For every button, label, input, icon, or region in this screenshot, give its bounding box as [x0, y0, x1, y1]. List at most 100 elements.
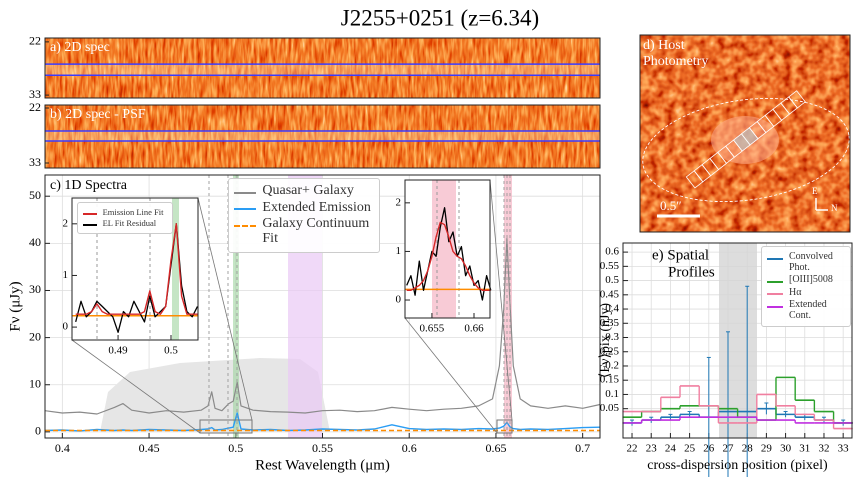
y-tick-label: 22 [29, 34, 41, 48]
y-tick-label: 0.1 [605, 388, 619, 400]
compass [815, 198, 828, 211]
legend-label: Extended Cont. [789, 299, 827, 321]
band-green [172, 198, 179, 340]
legend-label: Convolved Phot. [789, 251, 833, 273]
zoom-connector [197, 197, 253, 421]
y-tick-label: 22 [29, 100, 41, 114]
legend-swatch [767, 257, 783, 260]
band-pink [504, 175, 512, 438]
legend: Convolved Phot. [OIII]5008 Hα Extended Cont… [761, 246, 851, 327]
legend-label: Extended Emission [262, 199, 371, 215]
y-tick-label: 0.25 [600, 345, 620, 357]
legend-swatch [234, 225, 257, 228]
x-tick-label: 0.65 [485, 441, 506, 455]
legend-swatch [234, 208, 257, 211]
frame [44, 174, 601, 439]
legend-swatch [767, 305, 783, 308]
y-tick-label: 30 [29, 282, 41, 296]
y-tick-label: 0.55 [600, 260, 620, 272]
panel-label: d) Host [643, 38, 685, 53]
series-line [44, 238, 601, 415]
zoom-connector [404, 317, 498, 434]
y-tick-label: 2 [396, 196, 402, 208]
x-tick-label: 0.5 [164, 345, 178, 357]
y-tick-label: 33 [29, 155, 41, 169]
legend-entry: EL Fit Residual [83, 218, 167, 228]
y-tick-label: 0.4 [605, 303, 619, 315]
x-tick-label: 30 [780, 443, 792, 455]
y-tick-label: 20 [29, 329, 41, 343]
legend-swatch [767, 293, 783, 295]
scale-label: 0.5″ [660, 198, 682, 213]
legend-entry: Quasar+ Galaxy [234, 183, 374, 199]
legend-entry: Hα [767, 286, 845, 299]
y-tick-label: 0.6 [605, 246, 619, 258]
x-tick-label: 0.55 [312, 441, 333, 455]
panel-label: Photometry [643, 54, 708, 69]
x-tick-label: 0.4 [55, 441, 70, 455]
x-tick-label: 0.66 [464, 323, 484, 335]
series-line [406, 207, 492, 301]
y-tick-label: 0 [63, 321, 69, 333]
panel-label: e) Spatial [652, 247, 709, 263]
frame [44, 37, 601, 99]
frame [71, 197, 199, 341]
y-tick-label: 0 [35, 424, 41, 438]
x-tick-label: 31 [799, 443, 810, 455]
y-axis-label: ⟨Fν⟩pix (nJy) [598, 303, 613, 379]
trace-glow [45, 131, 600, 141]
x-tick-label: 0.49 [108, 345, 128, 357]
x-tick-label: 0.6 [402, 441, 417, 455]
y-tick-label: 0.2 [605, 360, 619, 372]
y-tick-label: 10 [29, 376, 41, 390]
legend-entry: Extended Emission [234, 199, 374, 216]
series-line [406, 221, 491, 291]
panel-label: c) 1D Spectra [50, 178, 128, 193]
slit-cell [788, 90, 806, 109]
frame [404, 179, 491, 319]
x-tick-label: 0.5 [228, 441, 243, 455]
series-line [75, 223, 198, 315]
spectrum-image [45, 38, 600, 98]
x-tick-label: 32 [818, 443, 829, 455]
legend-swatch [83, 223, 97, 226]
legend-label: [OIII]5008 [789, 274, 833, 285]
y-tick-label: 0.3 [605, 331, 619, 343]
x-tick-label: 33 [838, 443, 850, 455]
x-axis-label: Rest Wavelength (μm) [255, 457, 390, 473]
zoom-box [496, 419, 513, 434]
zoom-connector [489, 179, 513, 421]
legend-swatch [234, 191, 257, 194]
legend-label: Quasar+ Galaxy [262, 183, 354, 198]
y-tick-label: 0.05 [600, 402, 620, 414]
legend-entry: [OIII]5008 [767, 274, 845, 286]
spectrum-image [45, 105, 600, 168]
y-axis-label: Fν (μJy) [7, 281, 23, 331]
y-tick-label: 40 [29, 235, 41, 249]
y-tick-label: 0.5 [605, 274, 619, 286]
x-tick-label: 0.45 [139, 441, 160, 455]
legend-label: Emission Line Fit [102, 207, 164, 217]
panel-label: b) 2D spec - PSF [50, 107, 146, 122]
legend-swatch [83, 212, 97, 215]
y-tick-label: 1 [396, 245, 402, 257]
frame [44, 104, 601, 169]
frame [622, 242, 853, 439]
band-green [233, 175, 239, 438]
y-tick-label: 0.15 [600, 374, 620, 386]
panel-label: a) 2D spec [50, 40, 110, 55]
slit [685, 90, 806, 189]
legend: Quasar+ Galaxy Extended Emission Galaxy Co… [228, 178, 380, 253]
zoom-box [199, 419, 253, 434]
y-tick-label: 50 [29, 188, 41, 202]
x-tick-label: 22 [627, 443, 638, 455]
x-tick-label: 24 [665, 443, 677, 455]
trace-glow [45, 64, 600, 76]
host-shade [100, 358, 330, 432]
figure-title: J2255+0251 (z=6.34) [341, 5, 539, 30]
y-tick-label: 1 [63, 269, 69, 281]
y-tick-label: 0.45 [600, 288, 620, 300]
legend-label: Hα [789, 286, 802, 298]
